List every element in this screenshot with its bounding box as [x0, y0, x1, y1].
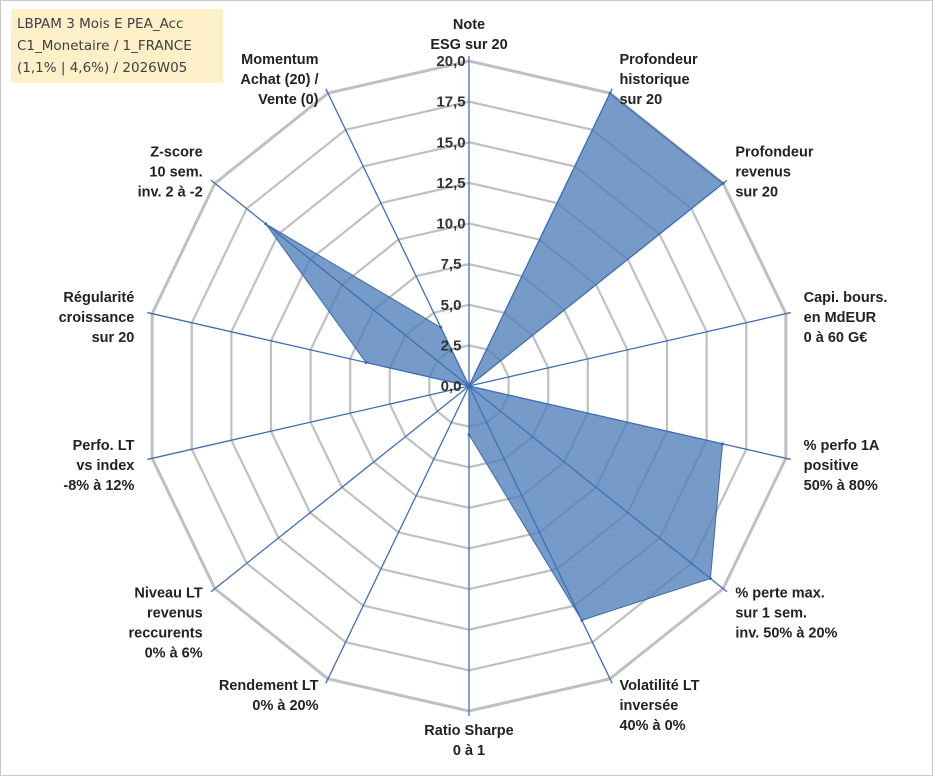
axis-label-line: 0% à 6% [145, 646, 203, 662]
axis-label-line: inv. 50% à 20% [735, 626, 837, 642]
axis-label-line: Note [453, 17, 485, 33]
axis-label-line: sur 20 [92, 330, 135, 346]
axis-label-line: historique [619, 72, 689, 88]
axis-label-line: positive [804, 458, 859, 474]
tick-label-5: 12,5 [436, 175, 465, 192]
tick-label-7: 17,5 [436, 94, 465, 111]
fund-stats: (1,1% | 4,6%) / 2026W05 [17, 60, 188, 76]
spoke-6 [468, 385, 613, 684]
data-point-5 [708, 577, 712, 581]
axis-label-line: inversée [619, 698, 678, 714]
axis-label-11: Régularité croissance sur 20 [59, 290, 135, 346]
axis-label-line: Profondeur [619, 52, 697, 68]
axis-label-3: Capi. bours. en MdEUR 0 à 60 G€ [804, 290, 888, 346]
axis-label-line: Achat (20) / [240, 72, 318, 88]
axis-label-line: Profondeur [735, 144, 813, 160]
axis-label-line: Capi. bours. [804, 290, 888, 306]
axis-label-line: Vente (0) [258, 92, 319, 108]
tick-label-4: 10,0 [436, 216, 465, 233]
spoke-4 [468, 385, 791, 461]
axis-label-line: 10 sem. [149, 164, 202, 180]
axis-label-line: 50% à 80% [804, 478, 878, 494]
spoke-9 [210, 385, 470, 593]
spoke-13 [325, 88, 470, 387]
data-point-7 [467, 433, 471, 437]
axis-label-line: vs index [76, 458, 134, 474]
axis-label-line: Volatilité LT [619, 678, 699, 694]
axis-label-line: Perfo. LT [73, 438, 135, 454]
data-point-4 [720, 442, 724, 446]
axis-label-6: Volatilité LT inversée 40% à 0% [619, 678, 699, 734]
tick-label-1: 2,5 [441, 337, 462, 354]
axis-label-1: Profondeur historique sur 20 [619, 52, 697, 108]
axis-label-line: revenus [147, 606, 203, 622]
data-point-2 [721, 181, 725, 185]
spoke-12 [210, 179, 470, 387]
spoke-10 [147, 385, 470, 461]
axis-label-2: Profondeur revenus sur 20 [735, 144, 813, 200]
axis-label-13: Momentum Achat (20) / Vente (0) [240, 52, 318, 108]
axis-label-line: sur 20 [619, 92, 662, 108]
axis-label-10: Perfo. LT vs index -8% à 12% [63, 438, 134, 494]
tick-label-2: 5,0 [441, 297, 462, 314]
axis-label-4: % perfo 1A positive 50% à 80% [804, 438, 880, 494]
tick-label-8: 20,0 [436, 53, 465, 70]
tick-label-6: 15,0 [436, 134, 465, 151]
spoke-8 [325, 385, 470, 684]
tick-label-3: 7,5 [441, 256, 462, 273]
axis-label-line: en MdEUR [804, 310, 877, 326]
data-point-10 [467, 384, 471, 388]
axis-label-line: ESG sur 20 [430, 37, 507, 53]
data-point-12 [264, 222, 268, 226]
axis-label-line: Ratio Sharpe [424, 723, 513, 739]
axis-label-line: 0 à 60 G€ [804, 330, 868, 346]
axis-label-line: 40% à 0% [619, 718, 685, 734]
fund-info-box: LBPAM 3 Mois E PEA_Acc C1_Monetaire / 1_… [11, 9, 223, 83]
axis-label-line: Rendement LT [219, 678, 319, 694]
axis-label-line: Momentum [241, 52, 318, 68]
axis-label-line: 0 à 1 [453, 743, 485, 759]
axis-label-line: % perfo 1A [804, 438, 880, 454]
axis-label-5: % perte max. sur 1 sem. inv. 50% à 20% [735, 586, 837, 642]
axis-label-line: sur 1 sem. [735, 606, 807, 622]
axis-label-line: Régularité [63, 290, 134, 306]
axis-label-line: 0% à 20% [252, 698, 318, 714]
spoke-11 [147, 311, 470, 387]
axis-label-line: -8% à 12% [63, 478, 134, 494]
data-point-11 [364, 360, 368, 364]
axis-label-line: reccurents [128, 626, 202, 642]
axis-label-0: Note ESG sur 20 [430, 17, 507, 53]
spoke-3 [468, 311, 791, 387]
axis-label-line: revenus [735, 164, 791, 180]
axis-label-8: Rendement LT 0% à 20% [219, 678, 319, 714]
axis-label-line: sur 20 [735, 184, 778, 200]
spoke-1 [468, 88, 613, 387]
axis-label-9: Niveau LT revenus reccurents 0% à 6% [128, 586, 202, 662]
tick-label-0: 0,0 [441, 378, 462, 395]
axis-label-12: Z-score 10 sem. inv. 2 à -2 [138, 144, 203, 200]
axis-label-line: Z-score [150, 144, 202, 160]
data-point-13 [439, 325, 443, 329]
axis-label-line: Niveau LT [134, 586, 202, 602]
fund-name: LBPAM 3 Mois E PEA_Acc [17, 16, 184, 32]
axis-label-line: % perte max. [735, 586, 824, 602]
series-area [265, 92, 724, 621]
axis-label-line: inv. 2 à -2 [138, 184, 203, 200]
data-point-6 [580, 618, 584, 622]
spoke-2 [468, 179, 728, 387]
axis-label-line: croissance [59, 310, 135, 326]
spoke-5 [468, 385, 728, 593]
axis-label-7: Ratio Sharpe 0 à 1 [424, 723, 513, 759]
fund-category: C1_Monetaire / 1_FRANCE [17, 38, 192, 54]
data-point-1 [608, 91, 612, 95]
